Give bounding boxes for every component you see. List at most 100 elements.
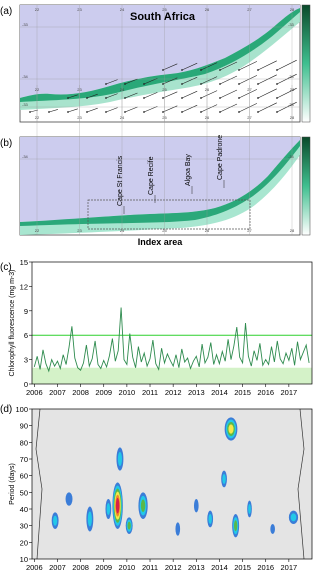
lat-tick-label: -34 — [22, 74, 29, 79]
contour-blob — [228, 424, 234, 434]
wind-arrow-head — [238, 83, 240, 85]
x-tick-label: 2012 — [165, 563, 182, 572]
wind-arrow — [200, 104, 218, 113]
wind-arrow — [67, 108, 78, 113]
lon-tick-label: 23 — [77, 115, 82, 120]
place-label: Cape Recife — [148, 156, 155, 195]
wind-arrow — [143, 92, 158, 99]
plot-frame — [31, 261, 313, 385]
lon-tick-label: 25 — [162, 87, 167, 92]
lon-tick-label: 26 — [205, 7, 210, 12]
x-tick-label: 2006 — [26, 388, 43, 397]
lat-tick-label: -33 — [22, 102, 29, 107]
wind-arrow — [238, 75, 258, 85]
wind-arrow-head — [238, 97, 240, 99]
lon-tick-label: 22 — [35, 115, 40, 120]
wind-arrow-head — [181, 97, 183, 99]
wind-arrow — [124, 78, 138, 85]
wind-arrow-head — [124, 97, 126, 99]
wind-arrow — [105, 93, 118, 99]
wind-arrow-head — [143, 111, 145, 113]
wind-arrow-head — [143, 83, 145, 85]
x-tick-label: 2009 — [95, 388, 112, 397]
x-tick-label: 2017 — [281, 563, 298, 572]
lon-tick-label: 27 — [247, 7, 252, 12]
wind-arrow-head — [162, 97, 164, 99]
wind-arrow — [200, 62, 218, 71]
y-tick-label: 0 — [24, 380, 28, 389]
wind-arrow — [162, 91, 178, 99]
wind-arrow-head — [200, 111, 202, 113]
wind-arrow-head — [86, 111, 88, 113]
contour-blob — [290, 513, 297, 522]
y-tick-label: 12 — [20, 282, 28, 291]
y-axis-label: Period (days) — [9, 463, 16, 505]
wind-arrow-head — [29, 111, 31, 113]
y-tick-label: 3 — [24, 356, 28, 365]
wind-arrow-head — [181, 69, 183, 71]
x-tick-label: 2014 — [211, 388, 228, 397]
wind-arrow-head — [276, 97, 278, 99]
wind-arrow-head — [200, 97, 202, 99]
wind-arrow — [162, 77, 178, 85]
colorbar — [301, 4, 311, 123]
plot-band — [32, 367, 312, 384]
lon-tick-label: 26 — [205, 87, 210, 92]
lon-tick-label: 22 — [35, 87, 40, 92]
wind-arrow-head — [276, 111, 278, 113]
wind-arrow-head — [143, 97, 145, 99]
y-tick-label: 40 — [20, 505, 28, 514]
lon-tick-label: 24 — [120, 7, 125, 12]
wind-arrow — [219, 61, 238, 71]
contour-blob — [106, 503, 111, 515]
lat-tick-label: -33 — [288, 22, 295, 27]
wind-arrow-head — [86, 97, 88, 99]
wind-arrow-head — [238, 69, 240, 71]
lon-tick-label: 24 — [120, 228, 125, 233]
contour-blob — [234, 520, 238, 532]
wind-arrow — [257, 74, 277, 85]
wind-arrow — [162, 105, 178, 113]
x-tick-label: 2013 — [188, 388, 205, 397]
y-tick-label: 90 — [20, 422, 28, 431]
wind-arrow — [257, 60, 277, 71]
wind-arrow — [238, 103, 258, 113]
wind-arrow-head — [124, 111, 126, 113]
wind-arrow-head — [48, 111, 50, 113]
lon-tick-label: 25 — [162, 115, 167, 120]
wind-arrow — [181, 90, 198, 99]
wind-arrow — [124, 92, 138, 99]
y-tick-label: 50 — [20, 488, 28, 497]
coastal-band — [20, 140, 300, 235]
wind-arrow — [200, 76, 218, 85]
wind-arrow — [276, 87, 297, 99]
wind-arrow — [124, 106, 138, 113]
y-tick-label: 15 — [20, 258, 28, 267]
wind-arrow — [143, 106, 158, 113]
x-tick-label: 2014 — [211, 563, 228, 572]
lat-tick-label: -33 — [288, 102, 295, 107]
lon-tick-label: 23 — [77, 7, 82, 12]
wind-arrow-head — [276, 69, 278, 71]
wind-arrow — [238, 89, 258, 99]
y-tick-label: 10 — [20, 555, 28, 564]
contour-blob — [115, 497, 120, 514]
lon-tick-label: 28 — [290, 87, 295, 92]
wind-arrow-head — [67, 111, 69, 113]
contour-blob — [87, 511, 92, 527]
contour-blob — [248, 504, 251, 514]
place-label: Algoa Bay — [185, 154, 192, 186]
x-tick-label: 2016 — [257, 388, 274, 397]
wind-arrow-head — [67, 97, 69, 99]
wind-arrow-head — [105, 111, 107, 113]
lat-tick-label: -34 — [288, 154, 295, 159]
contour-blob — [222, 474, 226, 484]
contour-blob — [140, 499, 146, 512]
x-tick-label: 2015 — [234, 563, 251, 572]
contour-blob — [53, 515, 58, 526]
wind-arrow — [105, 79, 118, 85]
wind-arrow-head — [219, 97, 221, 99]
wind-arrow — [181, 104, 198, 113]
wind-arrow — [181, 62, 198, 71]
lon-tick-label: 27 — [247, 87, 252, 92]
